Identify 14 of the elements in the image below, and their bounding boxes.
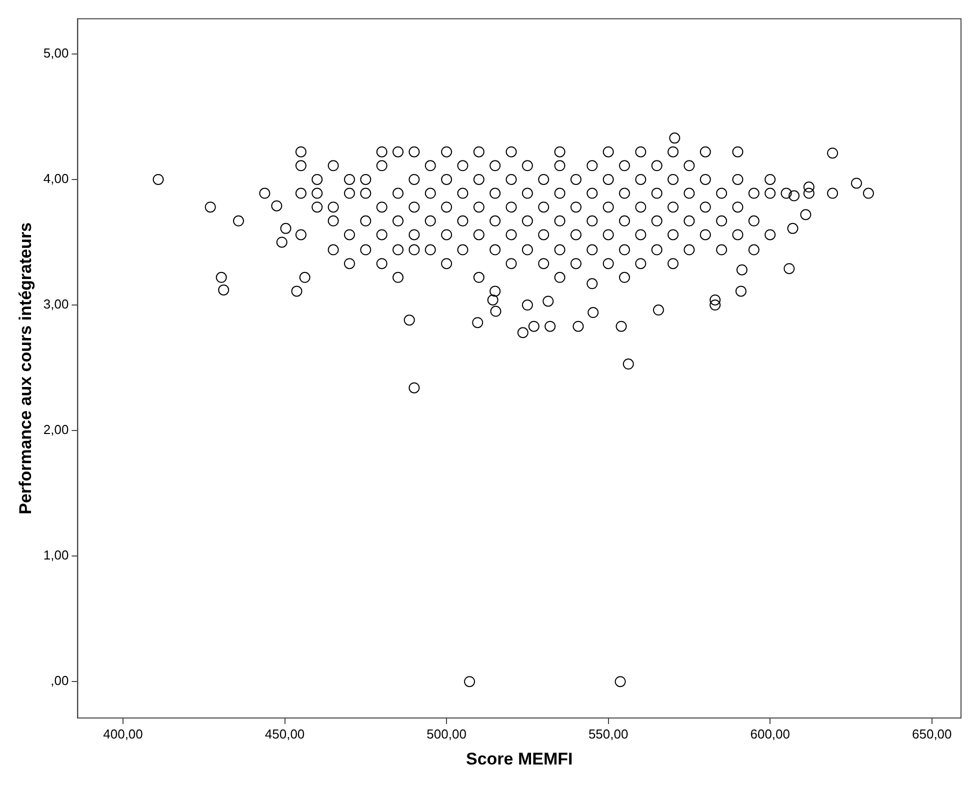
y-tick-label: 4,00	[43, 171, 69, 186]
x-tick-label: 550,00	[588, 726, 628, 742]
x-tick-label: 600,00	[750, 726, 790, 742]
y-tick-label: 2,00	[43, 422, 69, 438]
y-tick-label: ,00	[50, 673, 69, 688]
y-axis-title: Performance aux cours intégrateurs	[16, 222, 35, 514]
x-axis-title: Score MEMFI	[466, 749, 573, 768]
y-tick-label: 1,00	[43, 548, 69, 563]
y-tick-label: 5,00	[43, 46, 69, 61]
x-tick-label: 500,00	[426, 726, 466, 742]
x-tick-label: 400,00	[103, 726, 143, 742]
y-tick-label: 3,00	[43, 296, 69, 312]
x-tick-label: 450,00	[264, 726, 305, 742]
x-tick-label: 650,00	[912, 726, 952, 742]
